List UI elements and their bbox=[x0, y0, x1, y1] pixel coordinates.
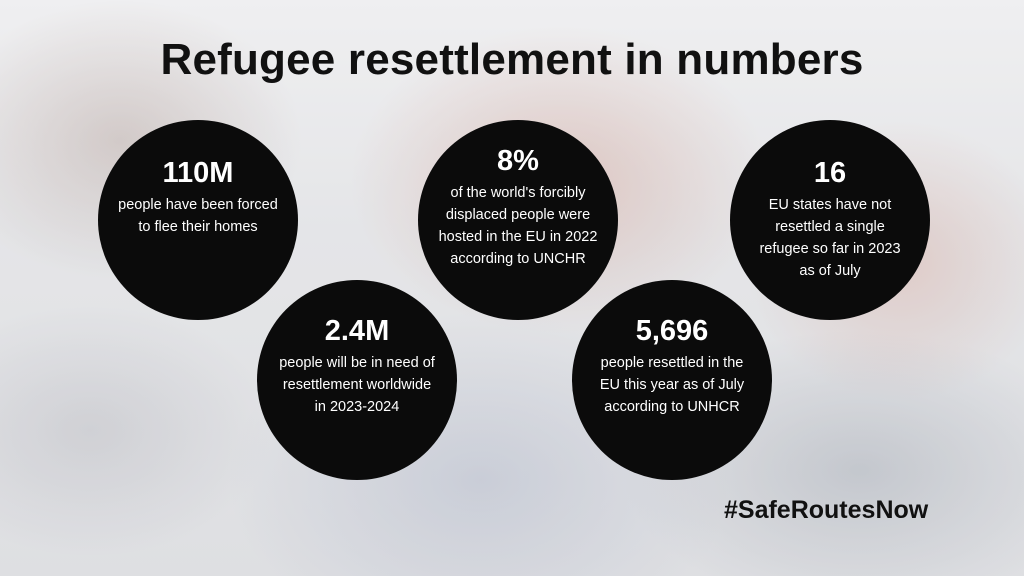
stat-circle-eu-share: 8% of the world's forcibly displaced peo… bbox=[418, 120, 618, 320]
stat-description: EU states have not resettled a single re… bbox=[759, 197, 901, 279]
stat-number: 2.4M bbox=[324, 315, 390, 347]
stat-number: 110M bbox=[162, 157, 234, 189]
stat-description: people have been forced to flee their ho… bbox=[118, 197, 278, 235]
stat-description: people resettled in the EU this year as … bbox=[599, 355, 745, 415]
stat-number: 5,696 bbox=[635, 315, 709, 347]
stat-number: 8% bbox=[497, 145, 539, 177]
stat-circle-displaced: 110M people have been forced to flee the… bbox=[98, 120, 298, 320]
hashtag: #SafeRoutesNow bbox=[724, 496, 929, 524]
stat-number: 16 bbox=[813, 157, 847, 189]
stat-circle-resettlement-need: 2.4M people will be in need of resettlem… bbox=[257, 280, 457, 480]
stat-circle-eu-states: 16 EU states have not resettled a single… bbox=[730, 120, 930, 320]
stat-description: people will be in need of resettlement w… bbox=[279, 355, 435, 415]
page-title: Refugee resettlement in numbers bbox=[160, 35, 864, 84]
stat-circle-resettled: 5,696 people resettled in the EU this ye… bbox=[572, 280, 772, 480]
stat-description: of the world's forcibly displaced people… bbox=[438, 185, 598, 267]
